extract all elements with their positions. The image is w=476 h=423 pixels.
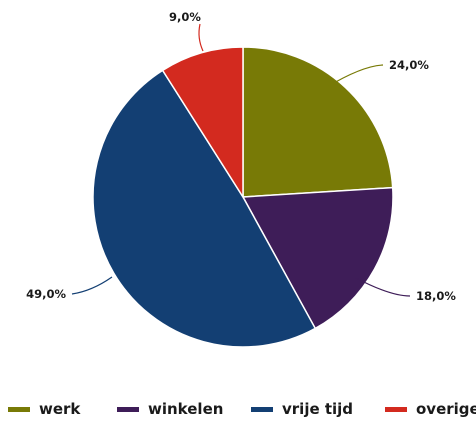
- leader-line-winkelen: [355, 277, 411, 297]
- legend-item-overige: overige: [385, 398, 476, 420]
- leader-line-overige: [198, 23, 204, 52]
- pie-slice-overige: [161, 46, 244, 200]
- legend-label-vrije-tijd: vrije tijd: [282, 400, 354, 418]
- legend-label-overige: overige: [416, 400, 476, 418]
- legend-item-werk: werk: [8, 398, 80, 420]
- slice-label-winkelen: 18,0%: [416, 289, 456, 303]
- legend-swatch-winkelen: [117, 406, 139, 412]
- legend-swatch-vrije-tijd: [251, 406, 273, 412]
- legend: werk winkelen vrije tijd overige: [0, 398, 476, 420]
- legend-label-winkelen: winkelen: [148, 400, 224, 418]
- leader-line-vrije-tijd: [71, 276, 113, 295]
- pie-slice-werk: [242, 46, 394, 198]
- legend-label-werk: werk: [39, 400, 81, 418]
- slice-label-overige: 9,0%: [169, 10, 201, 24]
- legend-swatch-werk: [8, 406, 30, 412]
- pie-slices: [92, 46, 394, 348]
- slice-labels: 24,0% 18,0% 49,0% 9,0%: [26, 10, 456, 303]
- pie-slice-winkelen: [241, 186, 394, 330]
- slice-label-werk: 24,0%: [389, 58, 429, 72]
- slice-label-vrije-tijd: 49,0%: [26, 287, 66, 301]
- pie-slice-vrije-tijd: [92, 69, 317, 348]
- legend-item-vrije-tijd: vrije tijd: [251, 398, 353, 420]
- legend-item-winkelen: winkelen: [117, 398, 223, 420]
- leader-lines: [71, 23, 411, 297]
- leader-line-werk: [326, 64, 384, 88]
- legend-swatch-overige: [385, 406, 407, 412]
